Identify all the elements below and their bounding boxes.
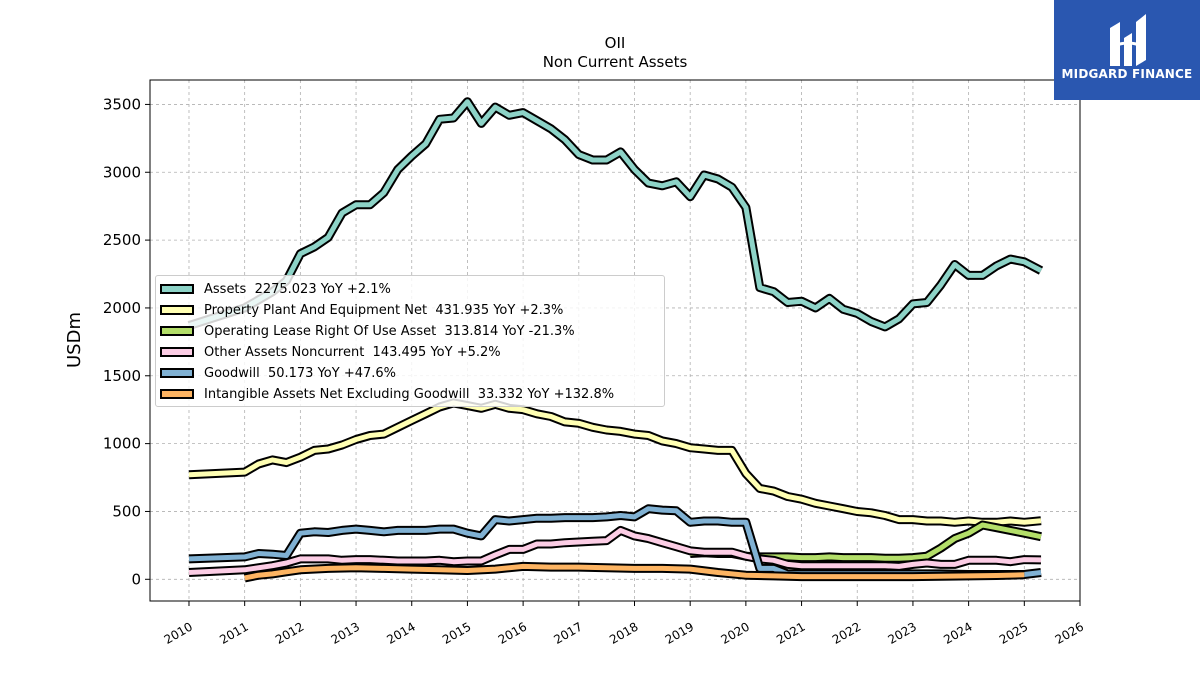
x-tick-label: 2019 [663, 620, 696, 647]
x-tick-label: 2021 [774, 620, 807, 647]
series-line [244, 563, 1025, 581]
series-5 [243, 561, 1025, 583]
x-tick-label: 2012 [273, 620, 306, 647]
series-lines [187, 97, 1044, 583]
y-tick-label: 3500 [103, 95, 141, 113]
legend-swatch [160, 347, 194, 357]
x-tick-label: 2014 [384, 620, 417, 647]
x-tick-label: 2024 [941, 620, 974, 647]
legend-label: Goodwill 50.173 YoY +47.6% [204, 365, 397, 381]
x-tick-label: 2022 [830, 620, 863, 647]
legend-swatch [160, 368, 194, 378]
x-tick-label: 2013 [329, 620, 362, 647]
y-axis-label: USDm [64, 312, 85, 368]
x-tick-label: 2010 [162, 620, 195, 647]
legend-item: Assets 2275.023 YoY +2.1% [160, 279, 391, 299]
x-tick-label: 2025 [997, 620, 1030, 647]
legend-swatch [160, 389, 194, 399]
x-tick-label: 2015 [440, 620, 473, 647]
legend-swatch [160, 326, 194, 336]
plot-frame [149, 79, 1081, 602]
y-tick-label: 2000 [103, 299, 141, 317]
legend-swatch [160, 284, 194, 294]
series-1 [188, 398, 1042, 527]
legend-item: Goodwill 50.173 YoY +47.6% [160, 363, 396, 383]
legend-item: Property Plant And Equipment Net 431.935… [160, 300, 563, 320]
x-tick-label: 2016 [496, 620, 529, 647]
y-tick-label: 500 [112, 502, 141, 520]
logo-mark-icon [1110, 14, 1146, 66]
x-tick-label: 2018 [607, 620, 640, 647]
x-tick-label: 2011 [217, 620, 250, 647]
legend-swatch [160, 305, 194, 315]
series-line [188, 400, 1042, 525]
legend-label: Assets 2275.023 YoY +2.1% [204, 281, 391, 297]
chart-title: OII [605, 34, 626, 52]
y-tick-label: 0 [131, 570, 141, 588]
x-tick-label: 2023 [886, 620, 919, 647]
x-tick-label: 2020 [718, 620, 751, 647]
x-tick-label: 2026 [1053, 620, 1086, 647]
series-line [188, 99, 1043, 330]
legend: Assets 2275.023 YoY +2.1% Property Plant … [155, 275, 665, 407]
y-axis-ticks: 0 500 1000 1500 2000 2500 3000 3500 [103, 95, 150, 588]
legend-item: Other Assets Noncurrent 143.495 YoY +5.2… [160, 342, 501, 362]
legend-label: Intangible Assets Net Excluding Goodwill… [204, 386, 615, 402]
y-tick-label: 2500 [103, 231, 141, 249]
series-line-outline [188, 398, 1042, 527]
series-3 [188, 525, 1042, 577]
brand-name: MIDGARD FINANCE [1061, 67, 1193, 81]
y-tick-label: 1500 [103, 367, 141, 385]
series-0 [187, 97, 1044, 332]
x-tick-label: 2017 [551, 620, 584, 647]
x-axis-ticks: 2010 2011 2012 2013 2014 2015 2016 2017 2018 2019… [162, 601, 1086, 647]
legend-item: Operating Lease Right Of Use Asset 313.8… [160, 321, 575, 341]
y-tick-label: 3000 [103, 163, 141, 181]
legend-label: Property Plant And Equipment Net 431.935… [204, 302, 564, 318]
chart-subtitle: Non Current Assets [543, 53, 688, 71]
legend-label: Other Assets Noncurrent 143.495 YoY +5.2… [204, 344, 501, 360]
legend-label: Operating Lease Right Of Use Asset 313.8… [204, 323, 575, 339]
series-line [188, 527, 1042, 575]
y-tick-label: 1000 [103, 435, 141, 453]
legend-item: Intangible Assets Net Excluding Goodwill… [160, 384, 614, 404]
brand-logo: MIDGARD FINANCE [1054, 0, 1200, 100]
